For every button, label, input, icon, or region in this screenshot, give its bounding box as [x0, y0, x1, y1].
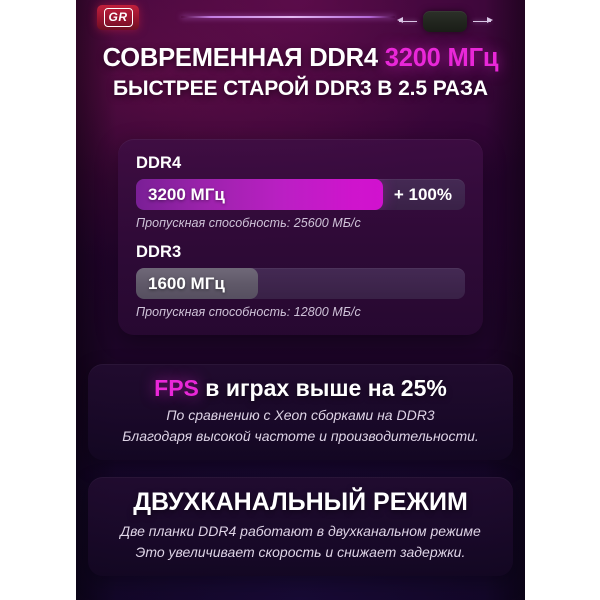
bar-track-ddr3: 1600 МГц	[136, 268, 465, 299]
bar-value-ddr3: 1600 МГц	[148, 273, 225, 293]
fps-info-card: FPS в играх выше на 25% По сравнению с X…	[88, 364, 513, 461]
gr-logo-text: GR	[108, 10, 128, 24]
dual-card-sub-1: Две планки DDR4 работают в двухканальном…	[120, 522, 481, 539]
headline-line-2: БЫСТРЕЕ СТАРОЙ DDR3 В 2.5 РАЗА	[113, 77, 488, 101]
ram-module-icon	[423, 10, 467, 32]
promo-panel: GR СОВРЕМЕННАЯ DDR4 3200 МГц БЫСТРЕЕ СТА…	[76, 0, 525, 600]
dual-channel-info-card: ДВУХКАНАЛЬНЫЙ РЕЖИМ Две планки DDR4 рабо…	[88, 477, 513, 576]
fps-card-sub-2: Благодаря высокой частоте и производител…	[122, 428, 479, 445]
bandwidth-ddr4: Пропускная способность: 25600 МБ/с	[136, 216, 361, 230]
bar-fill-ddr3: 1600 МГц	[136, 268, 258, 299]
memory-label-ddr4: DDR4	[136, 154, 182, 172]
dual-card-title: ДВУХКАНАЛЬНЫЙ РЕЖИМ	[133, 488, 468, 516]
fps-card-sub-1: По сравнению с Xeon сборками на DDR3	[166, 407, 435, 424]
memory-row-ddr3: DDR3 1600 МГц Пропускная способность: 12…	[136, 243, 465, 319]
memory-comparison-card: DDR4 3200 МГц + 100% Пропускная способно…	[118, 139, 483, 335]
headline-line-1-accent: 3200 МГц	[384, 44, 499, 72]
header-bar: GR	[76, 0, 525, 42]
headline-block: СОВРЕМЕННАЯ DDR4 3200 МГц БЫСТРЕЕ СТАРОЙ…	[76, 44, 525, 100]
arrow-left-icon	[396, 16, 420, 26]
bar-fill-ddr4: 3200 МГц	[136, 179, 383, 210]
memory-row-ddr4: DDR4 3200 МГц + 100% Пропускная способно…	[136, 154, 465, 230]
bandwidth-ddr3: Пропускная способность: 12800 МБ/с	[136, 305, 361, 319]
fps-title-rest: в играх выше на 25%	[205, 375, 447, 401]
headline-line-1: СОВРЕМЕННАЯ DDR4 3200 МГц	[76, 44, 525, 72]
gr-logo-plate: GR	[103, 8, 133, 27]
arrow-right-icon	[470, 16, 494, 26]
memory-label-ddr3: DDR3	[136, 243, 182, 261]
gr-logo: GR	[97, 5, 139, 30]
dual-card-sub-2: Это увеличивает скорость и снижает задер…	[135, 543, 466, 560]
bar-value-ddr4: 3200 МГц	[148, 184, 225, 204]
header-divider	[181, 16, 395, 18]
bar-track-ddr4: 3200 МГц + 100%	[136, 179, 465, 210]
fps-card-title: FPS в играх выше на 25%	[102, 375, 499, 401]
fps-title-accent: FPS	[154, 375, 199, 401]
bar-badge-ddr4: + 100%	[393, 184, 452, 204]
ram-module-indicator	[389, 8, 501, 34]
headline-line-1-white: СОВРЕМЕННАЯ DDR4	[102, 44, 378, 72]
